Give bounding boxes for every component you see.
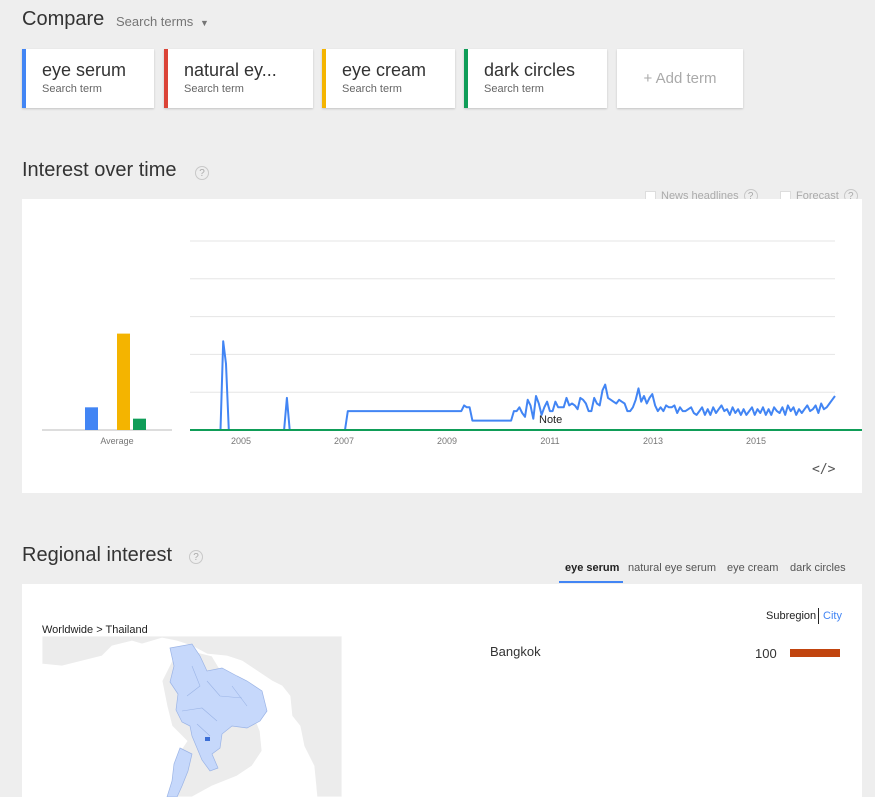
bangkok-region[interactable] bbox=[205, 737, 210, 741]
x-tick-label: 2005 bbox=[231, 436, 251, 446]
x-tick-label: 2009 bbox=[437, 436, 457, 446]
add-term-button[interactable]: + Add term bbox=[617, 49, 743, 108]
x-tick-label: 2015 bbox=[746, 436, 766, 446]
interest-chart: Average 2005 2007 2009 2011 2013 2015 Note bbox=[42, 240, 875, 446]
thailand-map[interactable] bbox=[42, 636, 342, 797]
regional-interest-title: Regional interest bbox=[22, 544, 173, 566]
search-terms-label: Search terms bbox=[116, 14, 194, 29]
breadcrumb[interactable]: Worldwide > Thailand bbox=[42, 624, 148, 636]
term-type: Search term bbox=[484, 83, 544, 95]
region-value-bar bbox=[790, 649, 840, 657]
term-card-eye-cream[interactable]: eye cream Search term bbox=[322, 49, 455, 108]
x-tick-label: 2011 bbox=[540, 436, 559, 446]
chart-lines bbox=[190, 340, 875, 431]
tab-eye-cream[interactable]: eye cream bbox=[727, 562, 779, 574]
x-tick-label: 2013 bbox=[643, 436, 663, 446]
average-bar bbox=[133, 418, 146, 430]
code-icon[interactable]: </> bbox=[812, 462, 836, 477]
term-type: Search term bbox=[342, 83, 402, 95]
average-bar bbox=[117, 333, 130, 430]
average-bar bbox=[85, 407, 98, 430]
compare-title: Compare bbox=[22, 8, 105, 30]
interest-over-time-panel: Average 2005 2007 2009 2011 2013 2015 Note </… bbox=[22, 199, 875, 493]
term-name: eye serum bbox=[42, 60, 127, 80]
tab-natural-eye-serum[interactable]: natural eye serum bbox=[628, 562, 717, 574]
search-terms-dropdown[interactable]: Search terms ▼ bbox=[116, 14, 209, 29]
average-bars bbox=[85, 333, 146, 431]
region-name: Bangkok bbox=[490, 644, 541, 659]
tab-eye-serum[interactable]: eye serum bbox=[565, 562, 620, 574]
term-card-dark-circles[interactable]: dark circles Search term bbox=[464, 49, 607, 108]
tab-dark-circles[interactable]: dark circles bbox=[790, 562, 846, 574]
x-axis-ticks: 2005 2007 2009 2011 2013 2015 bbox=[231, 436, 766, 446]
interest-over-time-title: Interest over time bbox=[22, 159, 177, 181]
help-icon[interactable]: ? bbox=[195, 166, 209, 180]
divider bbox=[818, 608, 819, 624]
x-tick-label: 2007 bbox=[334, 436, 354, 446]
regional-interest-panel: Worldwide > Thailand Subregion City Bang… bbox=[22, 584, 862, 797]
note-label[interactable]: Note bbox=[539, 414, 562, 426]
dropdown-arrow-icon: ▼ bbox=[199, 18, 209, 28]
city-link[interactable]: City bbox=[823, 610, 842, 622]
term-type: Search term bbox=[184, 83, 244, 95]
term-card-eye-serum[interactable]: eye serum Search term bbox=[22, 49, 154, 108]
term-name: eye cream bbox=[342, 60, 427, 80]
term-card-natural-eye-serum[interactable]: natural ey... Search term bbox=[164, 49, 313, 108]
active-tab-indicator bbox=[559, 581, 623, 583]
term-name: dark circles bbox=[484, 60, 576, 80]
chart-grid bbox=[42, 240, 835, 431]
term-name: natural ey... bbox=[184, 60, 277, 80]
help-icon[interactable]: ? bbox=[189, 550, 203, 564]
average-label: Average bbox=[100, 436, 133, 446]
subregion-link[interactable]: Subregion bbox=[766, 610, 817, 622]
region-value: 100 bbox=[755, 646, 777, 661]
term-type: Search term bbox=[42, 83, 102, 95]
